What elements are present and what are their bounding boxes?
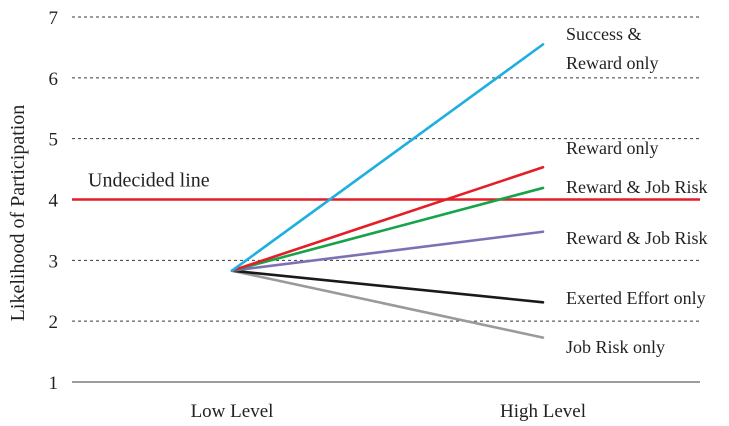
series-label-6: Job Risk only <box>566 337 665 357</box>
series-labels: Success & Reward only Reward only Reward & … <box>566 24 708 357</box>
x-category-label-2: High Level <box>500 401 586 422</box>
y-tick-label-6: 6 <box>49 69 59 90</box>
series-label-1-line-2: Reward only <box>566 53 658 73</box>
series-label-5: Exerted Effort only <box>566 288 706 308</box>
x-axis-categories: Low Level High Level <box>191 401 586 422</box>
series-label-4: Reward & Job Risk <box>566 228 708 248</box>
y-axis-title: Likelihood of Participation <box>7 105 29 322</box>
undecided-reference: Undecided line <box>72 170 700 201</box>
series-line-6 <box>230 269 545 339</box>
series-line-1 <box>230 43 545 272</box>
y-tick-label-5: 5 <box>49 130 59 151</box>
series-line-4 <box>230 230 545 272</box>
y-axis-ticks: 1 2 3 4 5 6 7 <box>49 8 59 394</box>
y-tick-label-4: 4 <box>49 191 59 212</box>
series-line-3 <box>230 186 545 272</box>
y-tick-label-1: 1 <box>49 373 59 394</box>
series-label-3: Reward & Job Risk <box>566 177 708 197</box>
series-label-1-line-1: Success & <box>566 24 642 44</box>
y-tick-label-7: 7 <box>49 8 59 29</box>
series-lines <box>230 43 545 339</box>
undecided-line-label: Undecided line <box>88 170 210 192</box>
series-label-2: Reward only <box>566 138 658 158</box>
y-tick-label-3: 3 <box>49 251 59 272</box>
series-line-2 <box>230 165 545 272</box>
x-category-label-1: Low Level <box>191 401 274 422</box>
y-tick-label-2: 2 <box>49 312 59 333</box>
series-line-5 <box>230 269 545 304</box>
